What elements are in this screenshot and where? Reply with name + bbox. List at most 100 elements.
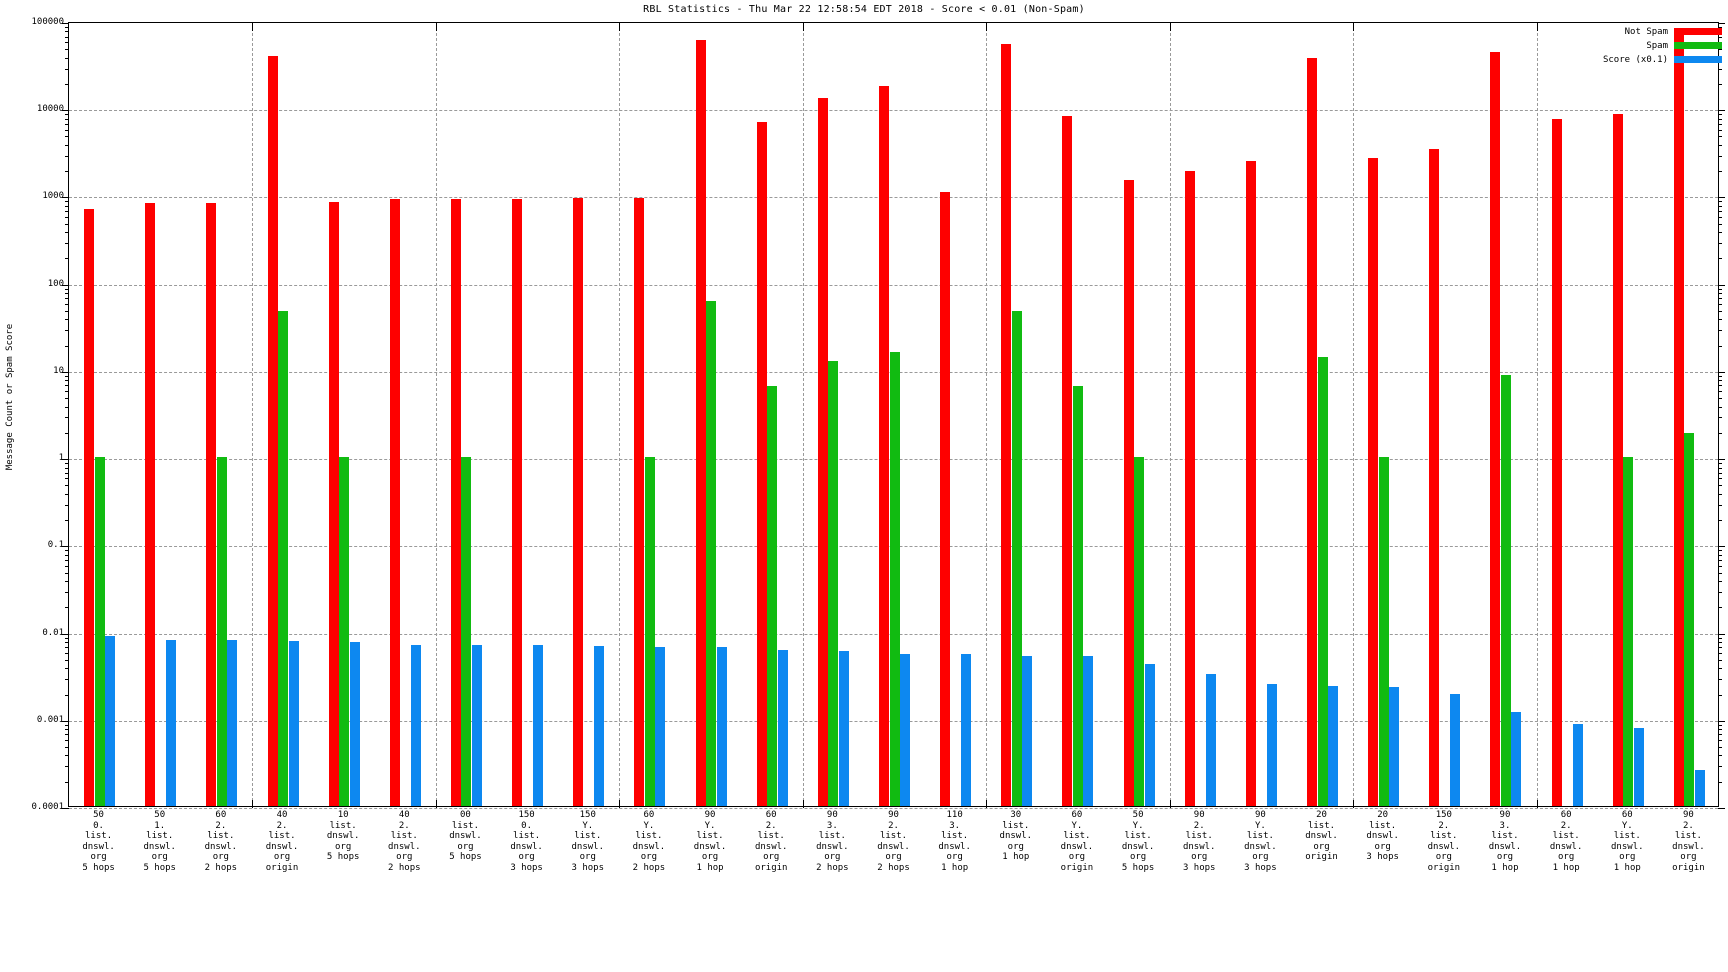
y-axis-minor-tick: [65, 201, 69, 203]
legend-item[interactable]: Spam: [1492, 40, 1722, 51]
legend-swatch-score: [1674, 56, 1722, 63]
x-axis-tick: [986, 23, 987, 31]
bar-not-spam: [1429, 149, 1440, 806]
y-axis-minor-tick: [1718, 559, 1722, 561]
bar-not-spam: [1612, 114, 1623, 806]
bar-spam: [1317, 357, 1328, 806]
bar-spam: [1134, 457, 1145, 806]
x-axis-tick-label-line: org: [1496, 852, 1514, 862]
x-axis-tick: [436, 23, 437, 31]
y-axis-minor-tick: [1718, 205, 1722, 207]
x-axis-tick-label-line: origin: [1060, 862, 1094, 873]
y-axis-minor-tick: [65, 385, 69, 387]
x-axis-tick-label-line: 1 hop: [1002, 852, 1030, 862]
y-axis-minor-tick: [65, 375, 69, 377]
y-axis-minor-tick: [65, 729, 69, 731]
y-axis-minor-tick: [65, 740, 69, 742]
y-axis-minor-tick: [65, 734, 69, 736]
x-axis-tick: [986, 800, 987, 808]
y-axis-minor-tick: [65, 210, 69, 212]
y-axis-minor-tick: [65, 668, 69, 670]
x-gridline: [803, 23, 804, 806]
x-axis-tick-label-line: 60: [643, 810, 655, 820]
y-axis-minor-tick: [1718, 652, 1722, 654]
bar-group: [69, 23, 1720, 806]
x-axis-tick-label-line: 60: [1560, 810, 1572, 820]
x-axis-tick-label-line: 5 hops: [143, 862, 176, 873]
y-axis-minor-tick: [65, 572, 69, 574]
x-axis-tick-label: 60 Y. list. dnswl. org 1 hop: [1597, 810, 1658, 873]
bar-group: [69, 23, 1720, 806]
bar-spam: [1072, 386, 1083, 806]
x-axis-tick-label-line: 2.: [215, 820, 227, 831]
bar-not-spam: [817, 98, 828, 806]
bar-group: [69, 23, 1720, 806]
legend-item[interactable]: Score (x0.1): [1492, 54, 1722, 65]
y-axis-minor-tick: [1718, 114, 1722, 116]
x-axis-tick-label-line: 150: [518, 810, 535, 820]
y-axis-tick-label: 0.1: [47, 540, 64, 551]
bar-score: [227, 640, 238, 806]
x-axis-tick-label-line: org: [151, 852, 168, 862]
y-axis-minor-tick: [65, 171, 69, 173]
y-axis-minor-tick: [65, 607, 69, 609]
y-axis-minor-tick: [1718, 26, 1722, 28]
y-axis-minor-tick: [1718, 581, 1722, 583]
x-axis-tick-label-line: list.: [1430, 831, 1458, 841]
legend-item[interactable]: Not Spam: [1492, 26, 1722, 37]
x-axis-tick-label-line: org: [824, 852, 841, 862]
y-axis-minor-tick: [1718, 734, 1722, 736]
x-axis-tick-label-line: 50: [154, 810, 166, 820]
x-axis-tick-label-line: 60: [1071, 810, 1083, 820]
bar-not-spam: [267, 55, 278, 806]
x-axis-tick-label-line: 2.: [1438, 820, 1450, 831]
x-axis-tick-label-line: origin: [1427, 862, 1461, 873]
x-axis-tick-label-line: dnswl.: [1121, 841, 1155, 852]
x-axis-tick-label: 60 2. list. dnswl. org 1 hop: [1536, 810, 1597, 873]
y-axis-minor-tick: [65, 417, 69, 419]
bar-group: [69, 23, 1720, 806]
y-axis-minor-tick: [65, 472, 69, 474]
x-axis-tick-label-line: 00: [460, 810, 471, 820]
y-axis-tick-label: 100000: [31, 17, 64, 27]
bar-spam: [767, 385, 778, 806]
bar-score: [716, 646, 727, 806]
x-axis-tick-label: 50 0. list. dnswl. org 5 hops: [68, 810, 129, 873]
y-axis-minor-tick: [65, 216, 69, 218]
legend-item-label: Score (x0.1): [1602, 54, 1668, 65]
y-axis-minor-tick: [1718, 679, 1722, 681]
x-axis-tick-label-line: dnswl.: [999, 831, 1033, 841]
y-axis-minor-tick: [65, 293, 69, 295]
y-axis-minor-tick: [1718, 554, 1722, 556]
y-axis-minor-tick: [65, 478, 69, 480]
y-axis-minor-tick: [65, 559, 69, 561]
x-axis-tick-label-line: 20: [1377, 810, 1389, 820]
bar-group: [69, 23, 1720, 806]
y-axis-minor-tick: [65, 288, 69, 290]
y-axis-minor-tick: [1718, 417, 1722, 419]
x-axis-tick-label-line: 3 hops: [1182, 862, 1216, 873]
y-axis-minor-tick: [65, 504, 69, 506]
bar-group: [69, 23, 1720, 806]
y-axis-major-tick: [62, 808, 69, 809]
y-axis-minor-tick: [65, 118, 69, 120]
x-axis-tick-label-line: 50: [93, 810, 104, 820]
y-gridline: [69, 284, 1718, 286]
y-axis-minor-tick: [1718, 607, 1722, 609]
x-axis-tick-label-line: dnswl.: [1182, 841, 1216, 852]
bar-score: [1205, 673, 1216, 806]
bar-score: [166, 640, 177, 806]
x-axis-tick-label: 90 3. list. dnswl. org 2 hops: [802, 810, 863, 873]
x-axis-tick-label: 90 2. list. dnswl. org 3 hops: [1169, 810, 1230, 873]
x-axis-tick: [803, 23, 804, 31]
x-axis-tick-label-line: 90: [1499, 810, 1511, 820]
bar-group: [69, 23, 1720, 806]
x-axis-tick-label-line: 5 hops: [326, 852, 360, 862]
legend-swatch-not-spam: [1674, 28, 1722, 35]
bar-score: [1144, 664, 1155, 806]
x-axis-tick-label-line: 2.: [1560, 820, 1572, 831]
x-axis-tick: [619, 800, 620, 808]
x-axis-tick-label-line: list.: [390, 831, 418, 841]
y-axis-minor-tick: [1718, 659, 1722, 661]
y-axis-major-tick: [1718, 371, 1725, 373]
